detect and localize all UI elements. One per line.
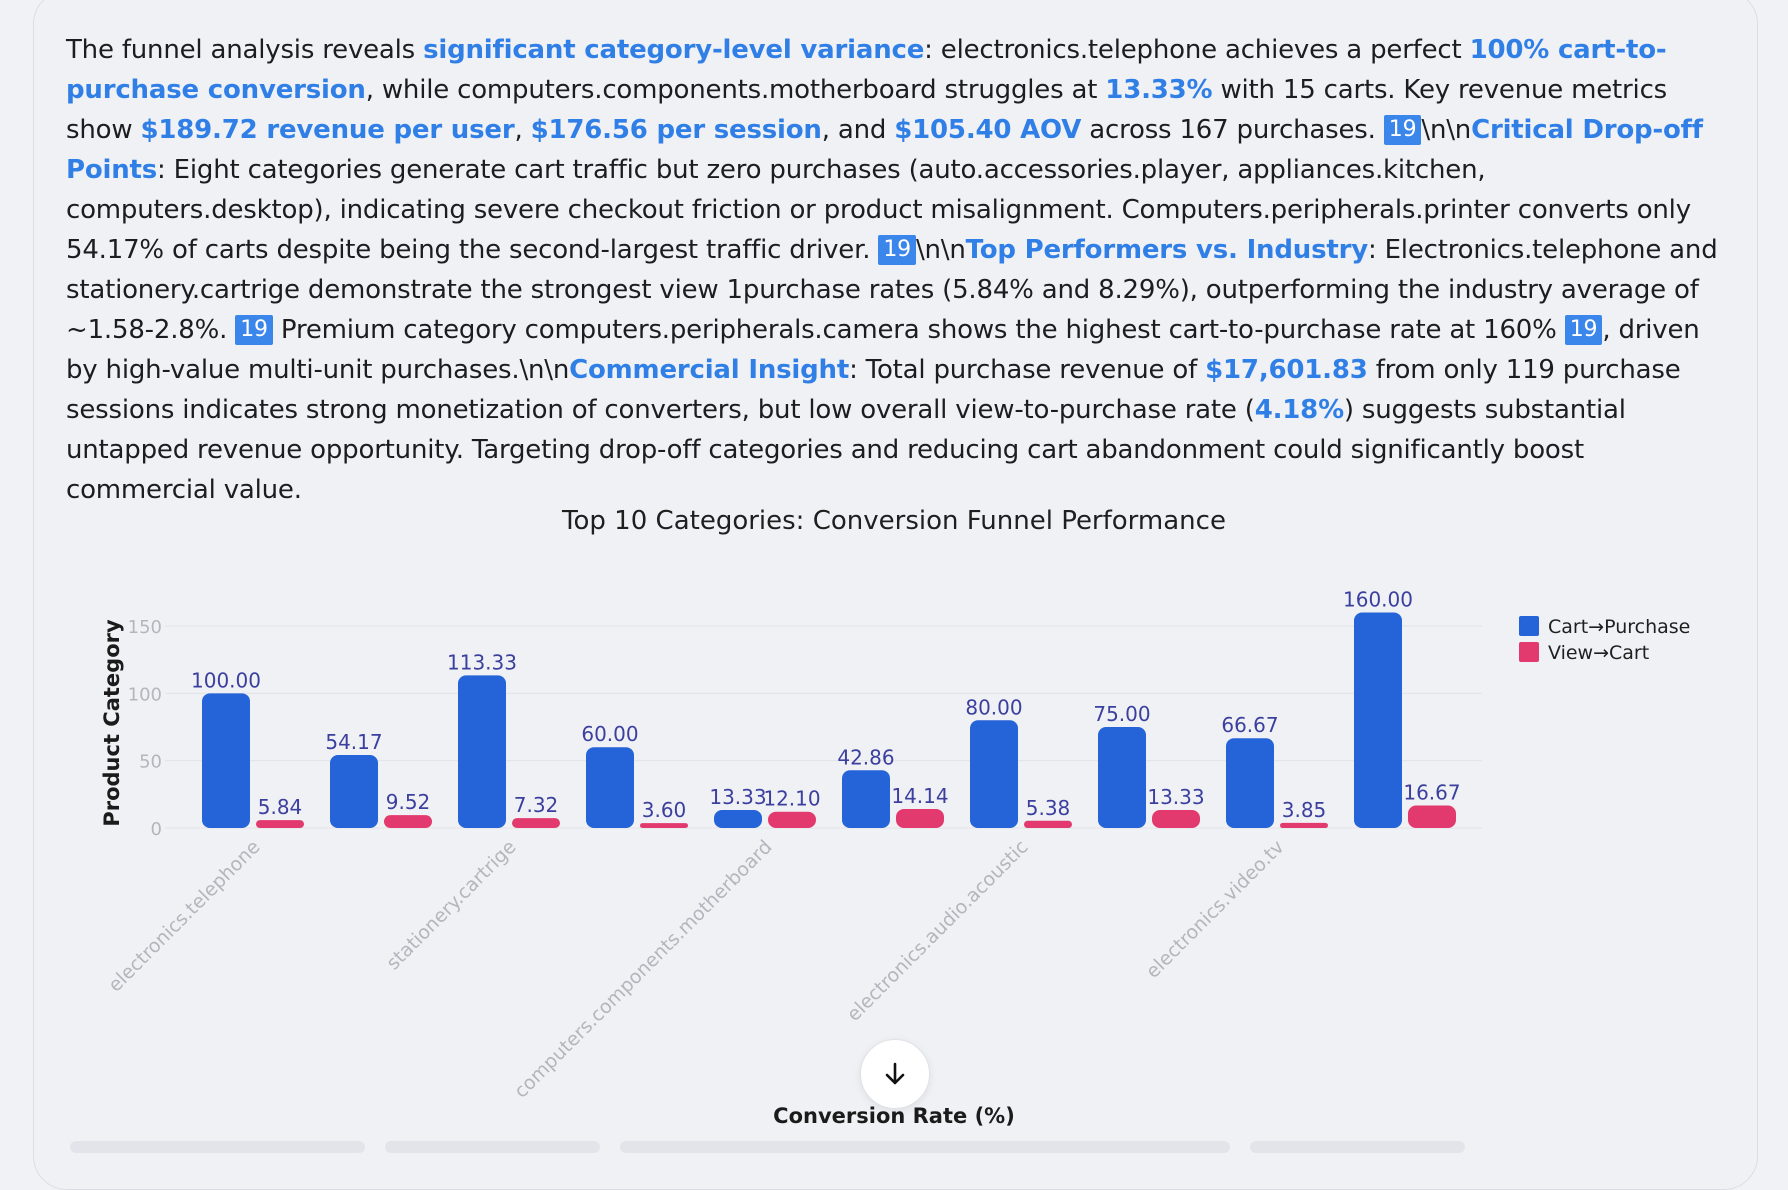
data-label: 14.14 xyxy=(891,784,948,808)
summary-highlight: $189.72 revenue per user xyxy=(140,115,515,145)
citation-badge[interactable]: 19 xyxy=(1383,115,1422,145)
bar-cart-purchase xyxy=(1226,738,1274,828)
summary-text: , driven by high-value multi-unit purcha… xyxy=(66,315,1700,385)
legend-swatch-cart-purchase xyxy=(1519,616,1539,636)
data-label: 13.33 xyxy=(709,785,766,809)
data-label: 80.00 xyxy=(965,695,1022,719)
bar-cart-purchase xyxy=(458,675,506,828)
summary-highlight: 13.33% xyxy=(1105,75,1213,105)
data-label: 113.33 xyxy=(447,650,517,674)
suggestion-chip[interactable] xyxy=(70,1141,365,1153)
citation-badge[interactable]: 19 xyxy=(235,315,273,345)
summary-highlight: $17,601.83 xyxy=(1205,355,1368,385)
x-axis-title: Conversion Rate (%) xyxy=(773,1104,1015,1128)
legend-label: Cart→Purchase xyxy=(1548,616,1690,638)
data-label: 12.10 xyxy=(763,787,820,811)
data-label: 3.85 xyxy=(1282,798,1327,822)
scroll-down-button[interactable] xyxy=(860,1039,930,1109)
data-label: 60.00 xyxy=(581,722,638,746)
x-tick-label: computers.components.motherboard xyxy=(510,836,777,1103)
arrow-down-icon xyxy=(885,1062,905,1085)
summary-highlight: Top Performers vs. Industry xyxy=(965,235,1369,265)
summary-highlight: significant category-level variance xyxy=(423,35,925,65)
bar-cart-purchase xyxy=(970,720,1018,828)
bar-view-cart xyxy=(1408,805,1456,828)
bar-cart-purchase xyxy=(330,755,378,828)
y-tick-label: 50 xyxy=(139,752,162,773)
y-tick-label: 150 xyxy=(128,617,162,638)
data-label: 5.38 xyxy=(1026,796,1071,820)
bar-view-cart xyxy=(384,815,432,828)
summary-text: \n\n xyxy=(519,355,570,385)
answer-card xyxy=(33,0,1758,1190)
summary-text: from only 119 purchase sessions indicate… xyxy=(66,355,1681,425)
bar-view-cart xyxy=(1024,820,1072,828)
bar-cart-purchase xyxy=(586,747,634,828)
x-tick-label: electronics.video.tv xyxy=(1142,836,1289,983)
legend-swatch-view-cart xyxy=(1519,642,1539,662)
summary-text: : Eight categories generate cart traffic… xyxy=(66,155,1691,265)
suggestion-chip[interactable] xyxy=(620,1141,1230,1153)
y-axis-title: Product Category xyxy=(100,619,124,827)
summary-text: ) suggests substantial untapped revenue … xyxy=(66,395,1626,505)
data-label: 42.86 xyxy=(837,745,894,769)
bar-cart-purchase xyxy=(1098,727,1146,828)
summary-highlight: Critical Drop-off Points xyxy=(66,115,1703,185)
summary-text: \n\n xyxy=(915,235,966,265)
suggestion-chip[interactable] xyxy=(1250,1141,1465,1153)
chart-title: Top 10 Categories: Conversion Funnel Per… xyxy=(562,506,1226,536)
bar-cart-purchase xyxy=(842,770,890,828)
y-tick-label: 100 xyxy=(128,684,162,705)
suggestion-chip[interactable] xyxy=(385,1141,600,1153)
summary-text: : electronics.telephone achieves a perfe… xyxy=(924,35,1470,65)
summary-highlight: Commercial Insight xyxy=(569,355,850,385)
data-label: 16.67 xyxy=(1403,781,1460,805)
data-label: 54.17 xyxy=(325,730,382,754)
x-tick-label: electronics.telephone xyxy=(104,836,264,996)
bar-view-cart xyxy=(640,823,688,828)
analysis-summary: The funnel analysis reveals significant … xyxy=(66,30,1736,510)
summary-highlight: $176.56 per session xyxy=(530,115,822,145)
bar-cart-purchase xyxy=(202,693,250,828)
legend-label: View→Cart xyxy=(1548,642,1649,664)
y-tick-label: 0 xyxy=(151,819,162,840)
summary-text: : Total purchase revenue of xyxy=(849,355,1206,385)
citation-badge[interactable]: 19 xyxy=(878,235,916,265)
data-label: 9.52 xyxy=(386,790,431,814)
summary-highlight: 100% cart-to-purchase conversion xyxy=(66,35,1667,105)
summary-text: , while computers.components.motherboard… xyxy=(365,75,1106,105)
bar-view-cart xyxy=(256,820,304,828)
summary-highlight: $105.40 AOV xyxy=(894,115,1082,145)
summary-text: across 167 purchases. xyxy=(1081,115,1384,145)
summary-highlight: 4.18% xyxy=(1254,395,1344,425)
data-label: 7.32 xyxy=(514,793,559,817)
summary-text: Premium category computers.peripherals.c… xyxy=(272,315,1565,345)
bar-cart-purchase xyxy=(1354,612,1402,828)
data-label: 66.67 xyxy=(1221,713,1278,737)
data-label: 5.84 xyxy=(258,795,303,819)
citation-badge[interactable]: 19 xyxy=(1564,315,1603,345)
bar-view-cart xyxy=(512,818,560,828)
data-label: 13.33 xyxy=(1147,785,1204,809)
data-label: 75.00 xyxy=(1093,702,1150,726)
summary-text: The funnel analysis reveals xyxy=(66,35,424,65)
x-tick-label: stationery.cartrige xyxy=(382,836,520,974)
bar-view-cart xyxy=(768,811,816,828)
x-tick-label: electronics.audio.acoustic xyxy=(843,836,1033,1026)
summary-text: , and xyxy=(821,115,895,145)
bar-view-cart xyxy=(896,808,944,828)
bar-cart-purchase xyxy=(714,810,762,828)
summary-text: \n\n xyxy=(1421,115,1472,145)
summary-text: : Electronics.telephone and stationery.c… xyxy=(66,235,1718,345)
data-label: 100.00 xyxy=(191,668,261,692)
data-label: 160.00 xyxy=(1343,588,1413,612)
bar-view-cart xyxy=(1280,822,1328,828)
bar-view-cart xyxy=(1152,810,1200,828)
data-label: 3.60 xyxy=(642,798,687,822)
summary-text: , xyxy=(514,115,531,145)
summary-text: with 15 carts. Key revenue metrics show xyxy=(66,75,1668,145)
